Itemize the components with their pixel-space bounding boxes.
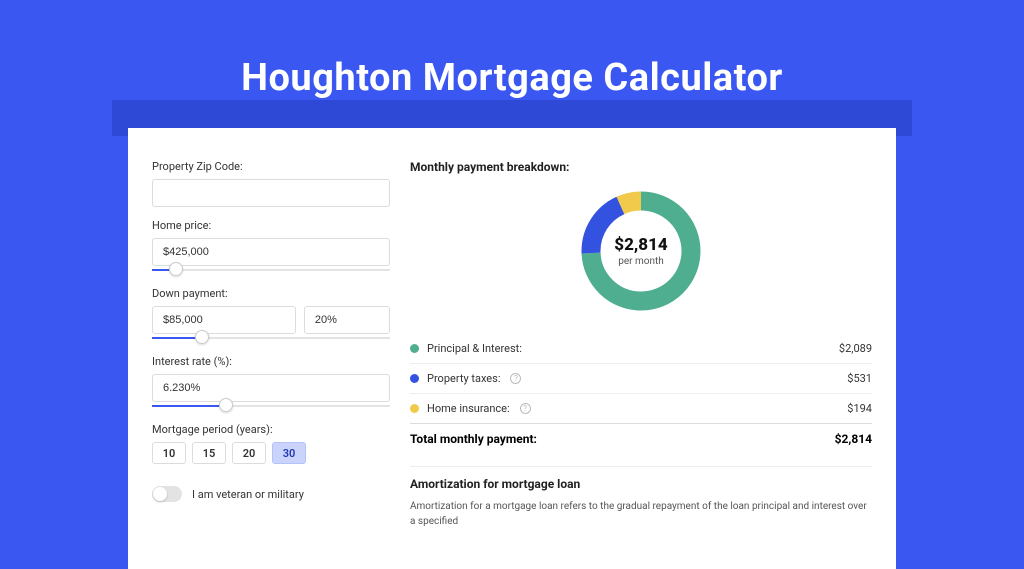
legend-amount: $531 <box>847 372 872 385</box>
divider <box>410 466 872 467</box>
period-button-20[interactable]: 20 <box>232 442 266 464</box>
legend-row: Property taxes:? $531 <box>410 364 872 394</box>
interest-rate-input[interactable] <box>152 374 390 402</box>
payment-donut-chart: $2,814 per month <box>576 186 706 316</box>
donut-center-sub: per month <box>618 256 664 267</box>
amortization-title: Amortization for mortgage loan <box>410 477 872 491</box>
legend-dot <box>410 344 419 353</box>
legend-row: Home insurance:? $194 <box>410 394 872 423</box>
veteran-label: I am veteran or military <box>192 488 304 501</box>
calculator-card: Property Zip Code: Home price: Down paym… <box>128 128 896 569</box>
down-payment-slider[interactable] <box>152 333 390 343</box>
interest-rate-slider[interactable] <box>152 401 390 411</box>
legend-dot <box>410 404 419 413</box>
home-price-input[interactable] <box>152 238 390 266</box>
legend-label: Principal & Interest: <box>427 342 522 355</box>
legend-row: Principal & Interest: $2,089 <box>410 334 872 364</box>
legend-amount: $194 <box>847 402 872 415</box>
down-payment-label: Down payment: <box>152 287 390 300</box>
mortgage-period-label: Mortgage period (years): <box>152 423 390 436</box>
toggle-knob <box>153 487 167 501</box>
page-title: Houghton Mortgage Calculator <box>0 56 1024 100</box>
down-payment-percent-input[interactable] <box>304 306 390 334</box>
legend-amount: $2,089 <box>839 342 872 355</box>
legend-dot <box>410 374 419 383</box>
home-price-slider[interactable] <box>152 265 390 275</box>
legend-label: Property taxes: <box>427 372 500 385</box>
info-icon[interactable]: ? <box>510 373 521 384</box>
period-button-15[interactable]: 15 <box>192 442 226 464</box>
legend-total-row: Total monthly payment: $2,814 <box>410 423 872 452</box>
home-price-label: Home price: <box>152 219 390 232</box>
form-column: Property Zip Code: Home price: Down paym… <box>152 152 390 529</box>
donut-center-value: $2,814 <box>614 235 667 255</box>
zip-input[interactable] <box>152 179 390 207</box>
legend: Principal & Interest: $2,089 Property taxe… <box>410 334 872 423</box>
legend-label: Home insurance: <box>427 402 510 415</box>
breakdown-column: Monthly payment breakdown: $2,814 per mo… <box>410 152 872 529</box>
period-button-10[interactable]: 10 <box>152 442 186 464</box>
mortgage-period-group: 10 15 20 30 <box>152 442 390 464</box>
interest-rate-label: Interest rate (%): <box>152 355 390 368</box>
period-button-30[interactable]: 30 <box>272 442 306 464</box>
total-label: Total monthly payment: <box>410 432 537 446</box>
down-payment-amount-input[interactable] <box>152 306 296 334</box>
total-amount: $2,814 <box>835 432 872 446</box>
info-icon[interactable]: ? <box>520 403 531 414</box>
veteran-toggle[interactable] <box>152 486 182 502</box>
zip-label: Property Zip Code: <box>152 160 390 173</box>
breakdown-title: Monthly payment breakdown: <box>410 160 872 174</box>
amortization-text: Amortization for a mortgage loan refers … <box>410 499 872 529</box>
